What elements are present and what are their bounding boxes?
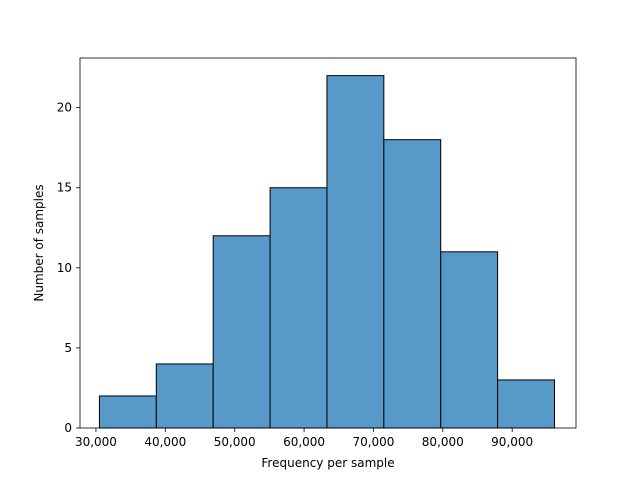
histogram-bar-2: [155, 363, 214, 429]
x-tick-label: 50,000: [214, 435, 256, 449]
x-axis-label: Frequency per sample: [261, 456, 394, 470]
y-axis-label: Number of samples: [32, 184, 46, 301]
y-tick-label: 10: [57, 261, 72, 275]
x-tick-label: 90,000: [491, 435, 533, 449]
x-axis-ticks: 30,000 40,000 50,000 60,000 70,000 80,000 90,0…: [75, 428, 533, 449]
histogram-bar-7: [440, 251, 499, 429]
y-tick-label: 15: [57, 181, 72, 195]
x-tick-label: 60,000: [283, 435, 325, 449]
y-tick-label: 20: [57, 101, 72, 115]
histogram-bar-3: [212, 235, 271, 429]
histogram-bar-6: [383, 139, 442, 429]
histogram-bar-5: [326, 75, 385, 429]
x-tick-label: 80,000: [422, 435, 464, 449]
histogram-bar-4: [269, 187, 328, 429]
y-axis-ticks: 0 5 10 15 20: [57, 101, 80, 435]
histogram-bar-8: [497, 379, 555, 429]
x-tick-label: 30,000: [75, 435, 117, 449]
y-tick-label: 5: [64, 341, 72, 355]
plot-frame: [79, 57, 577, 429]
x-tick-label: 70,000: [352, 435, 394, 449]
bars-group: [98, 75, 555, 429]
x-tick-label: 40,000: [144, 435, 186, 449]
y-tick-label: 0: [64, 421, 72, 435]
histogram-bar-1: [98, 395, 157, 429]
